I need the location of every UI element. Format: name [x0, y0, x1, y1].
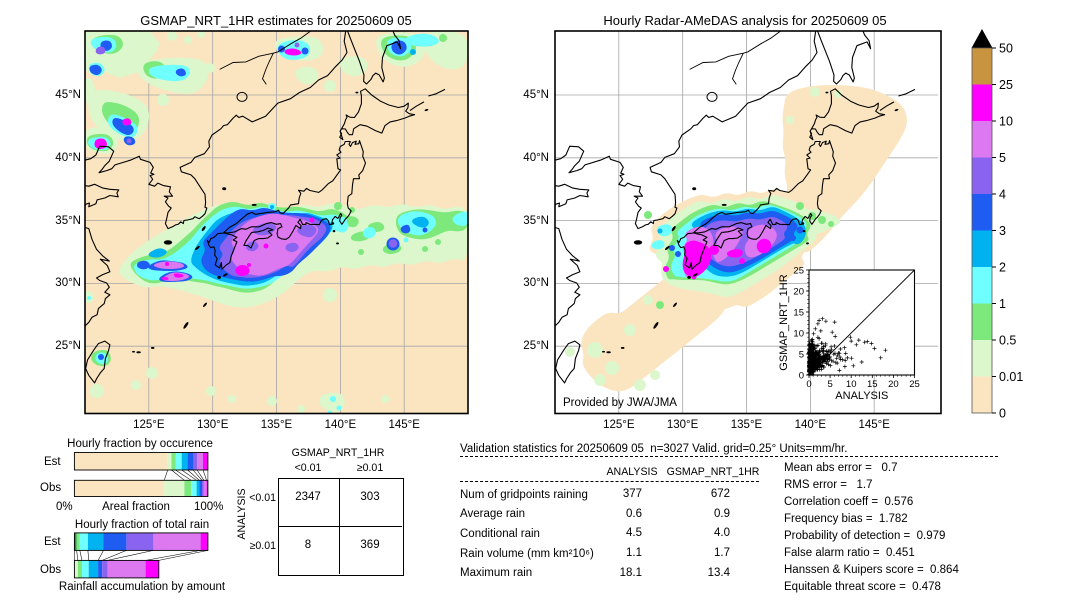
- svg-text:0: 0: [806, 379, 811, 390]
- svg-text:25: 25: [793, 266, 804, 277]
- svg-text:5: 5: [827, 379, 832, 390]
- svg-text:20: 20: [793, 287, 804, 298]
- svg-text:0.01: 0.01: [999, 370, 1023, 384]
- svg-text:25: 25: [999, 78, 1013, 92]
- svg-text:3: 3: [999, 224, 1006, 238]
- svg-text:0: 0: [999, 407, 1006, 421]
- svg-text:2: 2: [999, 261, 1006, 275]
- svg-text:0: 0: [799, 371, 804, 382]
- svg-text:20: 20: [888, 379, 899, 390]
- svg-text:25: 25: [909, 379, 920, 390]
- svg-text:10: 10: [846, 379, 857, 390]
- svg-text:0.5: 0.5: [999, 334, 1016, 348]
- svg-text:10: 10: [999, 115, 1013, 129]
- svg-text:50: 50: [999, 42, 1013, 56]
- svg-text:ANALYSIS: ANALYSIS: [835, 390, 888, 402]
- svg-text:15: 15: [793, 308, 804, 319]
- svg-text:5: 5: [799, 350, 804, 361]
- svg-text:4: 4: [999, 188, 1006, 202]
- svg-text:15: 15: [867, 379, 878, 390]
- svg-text:Provided by JWA/JMA: Provided by JWA/JMA: [563, 397, 677, 409]
- svg-text:5: 5: [999, 151, 1006, 165]
- svg-text:1: 1: [999, 297, 1006, 311]
- svg-text:10: 10: [793, 329, 804, 340]
- svg-text:GSMAP_NRT_1HR: GSMAP_NRT_1HR: [778, 274, 790, 370]
